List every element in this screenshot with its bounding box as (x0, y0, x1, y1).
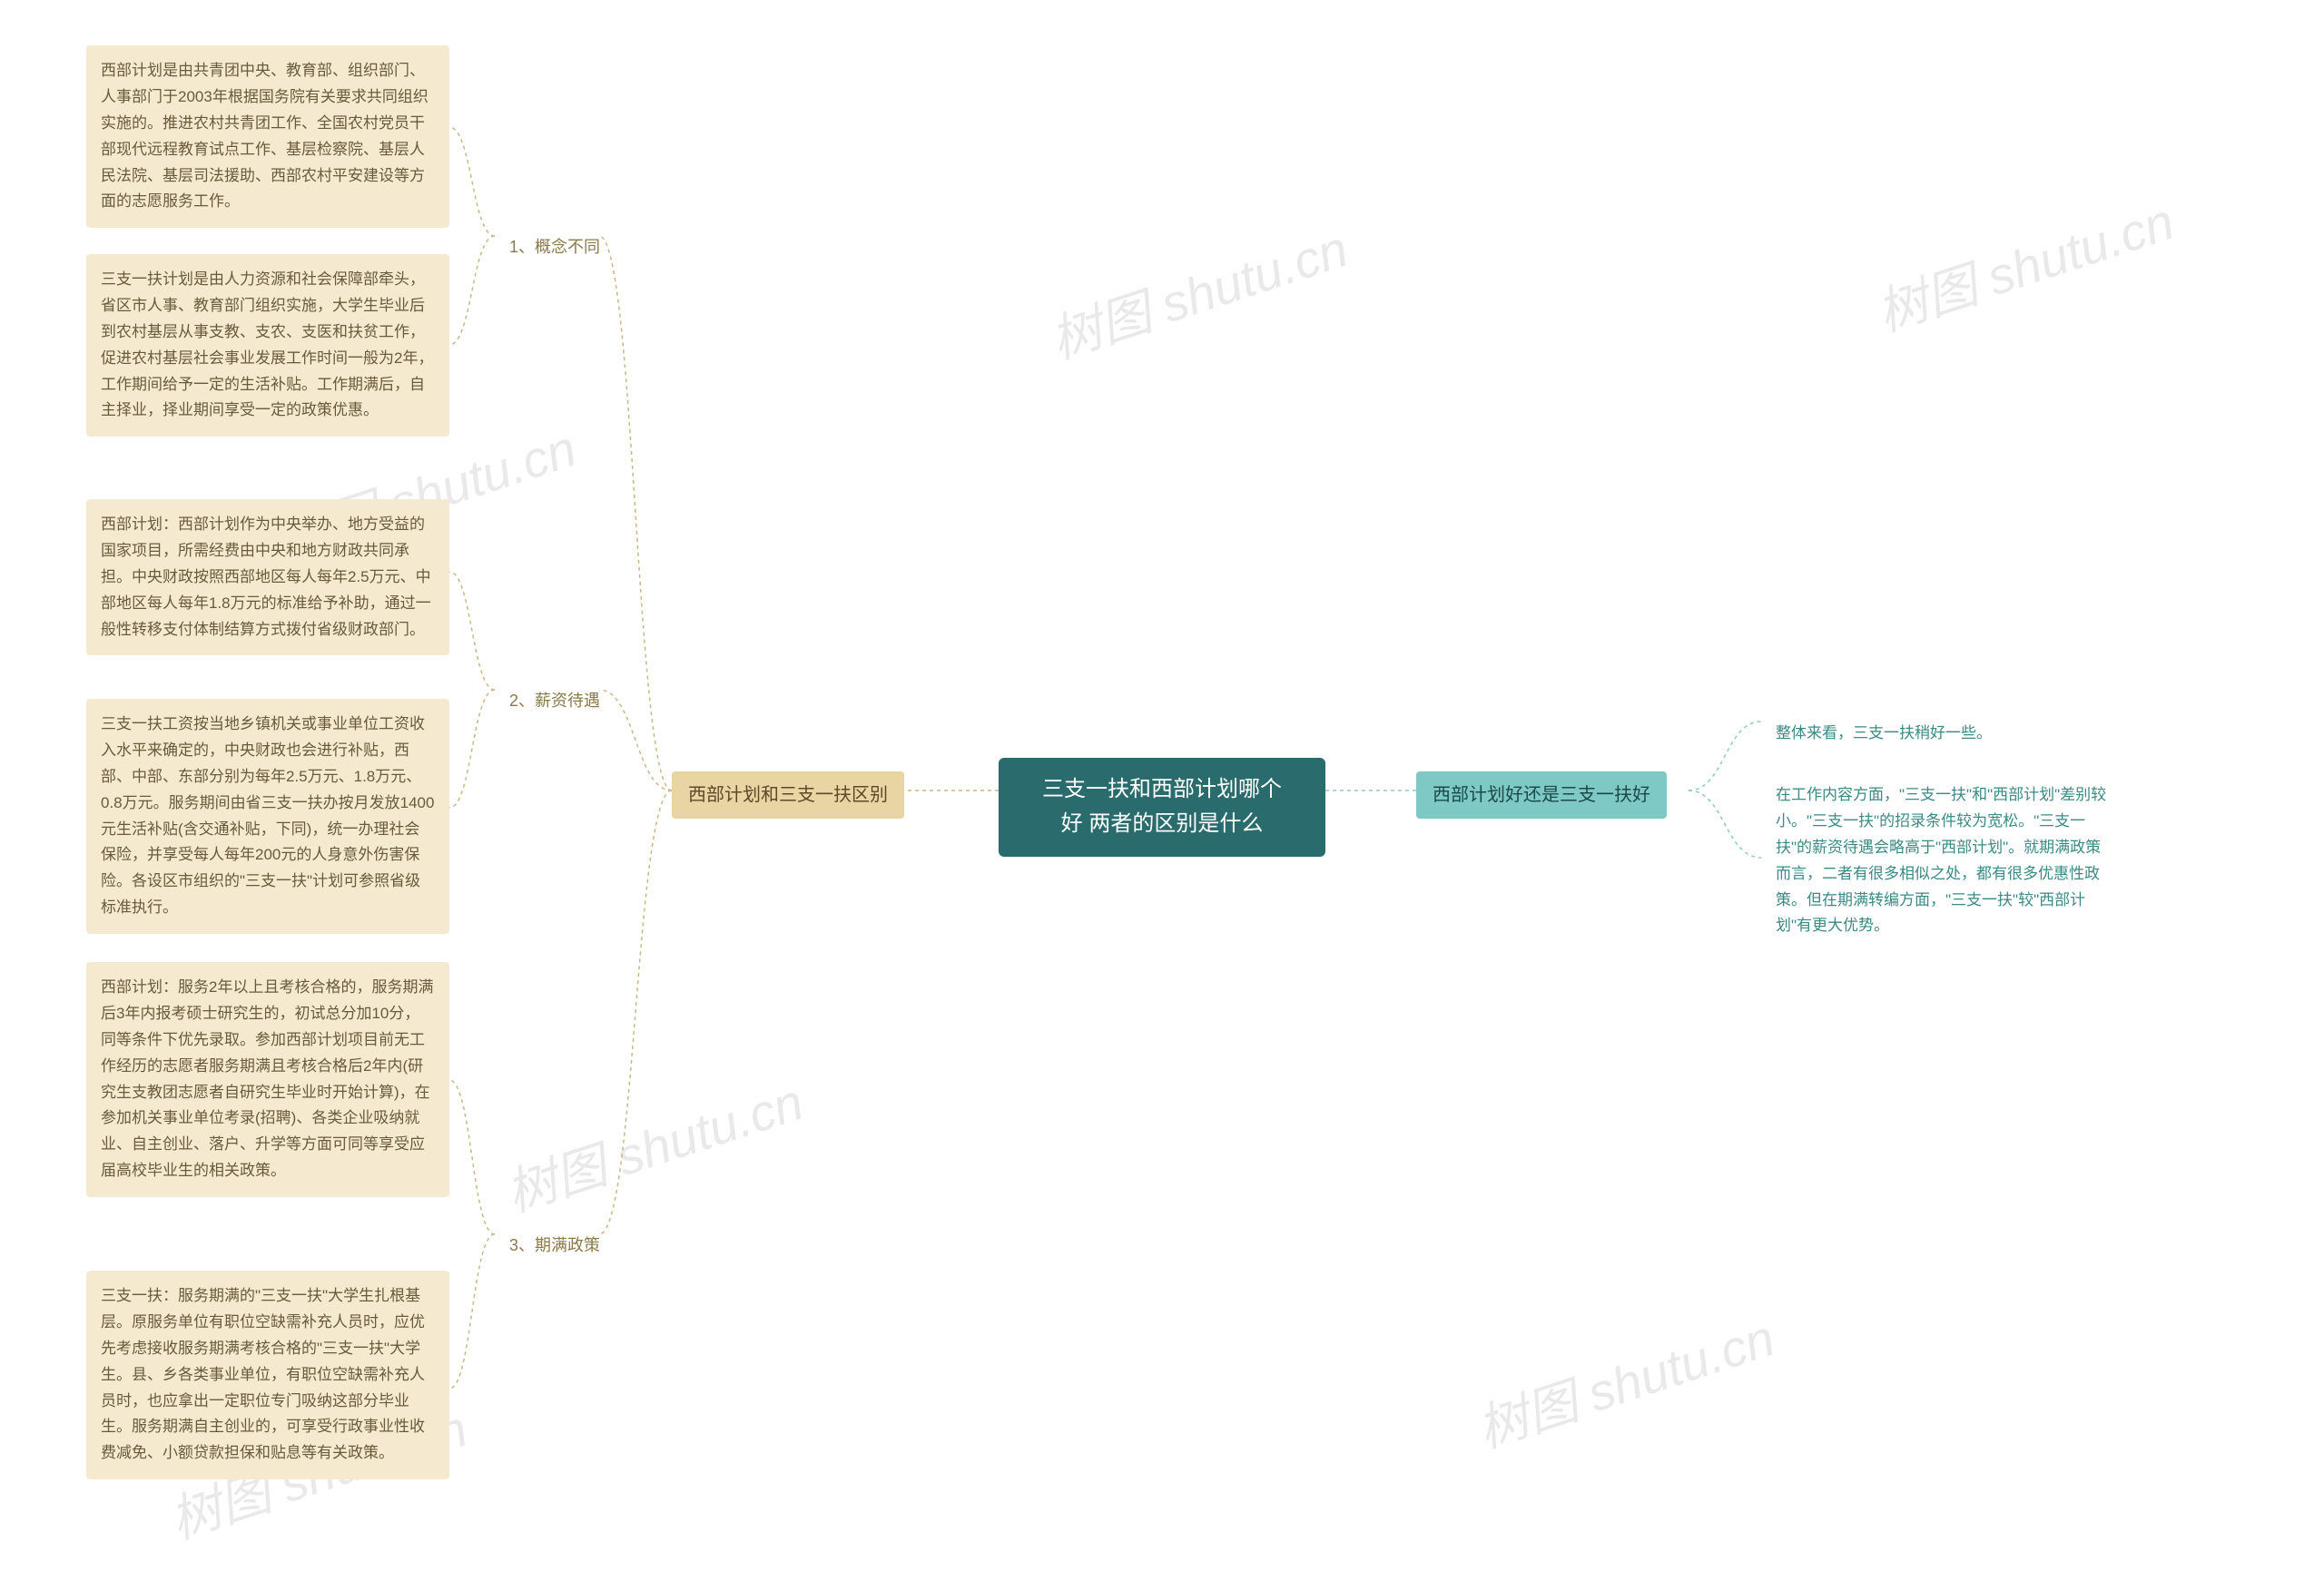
right-branch-label: 西部计划好还是三支一扶好 (1433, 785, 1650, 805)
left-leaf-policy-1-text: 西部计划：服务2年以上且考核合格的，服务期满后3年内报考硕士研究生的，初试总分加… (101, 978, 433, 1179)
right-leaf-2-text: 在工作内容方面，"三支一扶"和"西部计划"差别较小。"三支一扶"的招录条件较为宽… (1776, 786, 2106, 934)
left-leaf-concept-1-text: 西部计划是由共青团中央、教育部、组织部门、人事部门于2003年根据国务院有关要求… (101, 62, 428, 210)
left-leaf-concept-2[interactable]: 三支一扶计划是由人力资源和社会保障部牵头，省区市人事、教育部门组织实施，大学生毕… (86, 254, 449, 437)
watermark: 树图 shutu.cn (496, 1062, 812, 1227)
watermark: 树图 shutu.cn (1467, 1298, 1783, 1463)
left-sub-policy-label: 3、期满政策 (509, 1236, 600, 1254)
left-leaf-salary-1-text: 西部计划：西部计划作为中央举办、地方受益的国家项目，所需经费由中央和地方财政共同… (101, 516, 431, 638)
left-leaf-salary-1[interactable]: 西部计划：西部计划作为中央举办、地方受益的国家项目，所需经费由中央和地方财政共同… (86, 499, 449, 655)
left-sub-salary-label: 2、薪资待遇 (509, 692, 600, 710)
left-leaf-concept-1[interactable]: 西部计划是由共青团中央、教育部、组织部门、人事部门于2003年根据国务院有关要求… (86, 45, 449, 228)
left-branch-label: 西部计划和三支一扶区别 (688, 785, 888, 805)
left-branch-node[interactable]: 西部计划和三支一扶区别 (672, 771, 904, 819)
center-node[interactable]: 三支一扶和西部计划哪个 好 两者的区别是什么 (999, 758, 1325, 857)
left-sub-concept[interactable]: 1、概念不同 (495, 223, 615, 271)
left-sub-policy[interactable]: 3、期满政策 (495, 1222, 615, 1270)
center-line2: 好 两者的区别是什么 (1019, 807, 1305, 841)
right-leaf-1-text: 整体来看，三支一扶稍好一些。 (1776, 724, 1992, 741)
left-leaf-policy-1[interactable]: 西部计划：服务2年以上且考核合格的，服务期满后3年内报考硕士研究生的，初试总分加… (86, 962, 449, 1197)
left-leaf-salary-2[interactable]: 三支一扶工资按当地乡镇机关或事业单位工资收入水平来确定的，中央财政也会进行补贴，… (86, 699, 449, 934)
right-leaf-2[interactable]: 在工作内容方面，"三支一扶"和"西部计划"差别较小。"三支一扶"的招录条件较为宽… (1761, 771, 2124, 950)
right-leaf-1[interactable]: 整体来看，三支一扶稍好一些。 (1761, 710, 2124, 758)
left-sub-concept-label: 1、概念不同 (509, 238, 600, 256)
center-line1: 三支一扶和西部计划哪个 (1019, 772, 1305, 807)
watermark: 树图 shutu.cn (1040, 209, 1356, 374)
watermark: 树图 shutu.cn (1866, 182, 2182, 347)
left-leaf-concept-2-text: 三支一扶计划是由人力资源和社会保障部牵头，省区市人事、教育部门组织实施，大学生毕… (101, 270, 433, 418)
left-leaf-salary-2-text: 三支一扶工资按当地乡镇机关或事业单位工资收入水平来确定的，中央财政也会进行补贴，… (101, 715, 434, 916)
left-leaf-policy-2-text: 三支一扶：服务期满的"三支一扶"大学生扎根基层。原服务单位有职位空缺需补充人员时… (101, 1287, 425, 1461)
left-sub-salary[interactable]: 2、薪资待遇 (495, 677, 615, 725)
left-leaf-policy-2[interactable]: 三支一扶：服务期满的"三支一扶"大学生扎根基层。原服务单位有职位空缺需补充人员时… (86, 1271, 449, 1479)
right-branch-node[interactable]: 西部计划好还是三支一扶好 (1416, 771, 1667, 819)
